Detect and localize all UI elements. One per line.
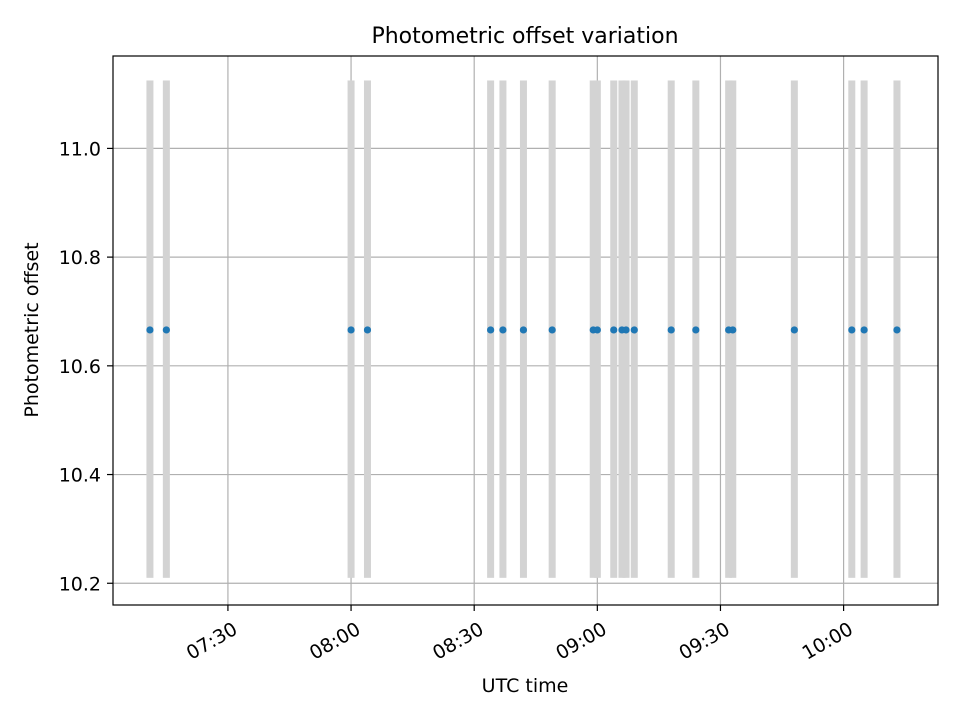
y-axis-ticks: 10.2 10.4 10.6 10.8 11.0	[59, 138, 113, 595]
data-point	[146, 326, 154, 334]
data-point	[848, 326, 856, 334]
y-tick-label: 11.0	[59, 138, 101, 160]
data-point	[347, 326, 355, 334]
y-tick-label: 10.6	[59, 356, 101, 378]
data-points	[146, 326, 901, 334]
data-point	[487, 326, 495, 334]
data-point	[860, 326, 868, 334]
data-point	[610, 326, 618, 334]
plot-frame	[112, 55, 939, 606]
data-point	[692, 326, 700, 334]
y-tick-label: 10.4	[59, 465, 101, 487]
data-point	[729, 326, 737, 334]
data-point	[548, 326, 556, 334]
chart-title: Photometric offset variation	[371, 24, 678, 49]
data-point	[593, 326, 601, 334]
data-point	[893, 326, 901, 334]
data-point	[519, 326, 528, 334]
data-point	[790, 326, 798, 334]
data-point	[622, 326, 630, 334]
data-point	[499, 326, 507, 334]
data-point	[162, 326, 170, 334]
data-point	[363, 326, 372, 334]
y-tick-label: 10.2	[59, 573, 101, 595]
x-axis-label: UTC time	[482, 675, 569, 697]
y-tick-label: 10.8	[59, 247, 101, 269]
data-point	[630, 326, 638, 334]
y-axis-label: Photometric offset	[21, 242, 43, 417]
data-point	[667, 326, 675, 334]
